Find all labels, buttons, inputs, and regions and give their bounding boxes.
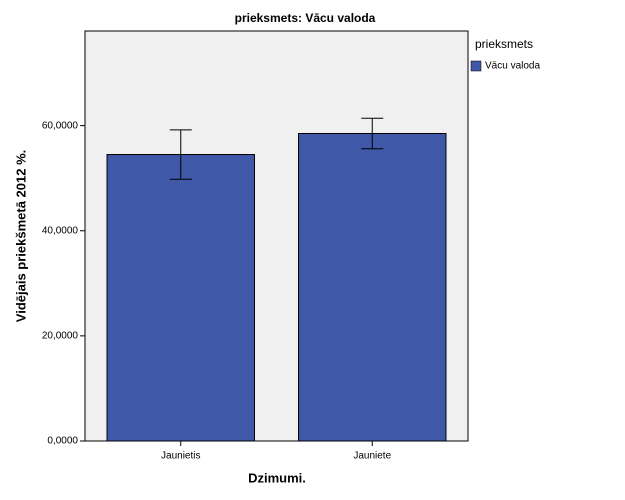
y-tick-label: 0,0000: [47, 436, 78, 447]
chart-title: prieksmets: Vācu valoda: [235, 11, 376, 25]
y-tick-label: 20,0000: [42, 331, 79, 342]
y-axis-label: Vidējais priekšmetā 2012 %.: [13, 150, 28, 322]
legend-label: Vācu valoda: [485, 61, 540, 72]
x-axis-label: Dzimumi.: [248, 470, 306, 485]
x-tick-label: Jaunietis: [161, 451, 200, 462]
x-tick-label: Jauniete: [353, 451, 391, 462]
legend-title: prieksmets: [475, 37, 533, 51]
bar: [106, 154, 255, 442]
y-tick-label: 60,0000: [42, 120, 79, 131]
bar: [298, 133, 447, 442]
error-bar: [169, 129, 192, 180]
legend-swatch: [470, 60, 482, 72]
y-tick-label: 40,0000: [42, 225, 79, 236]
error-bar: [361, 117, 384, 150]
